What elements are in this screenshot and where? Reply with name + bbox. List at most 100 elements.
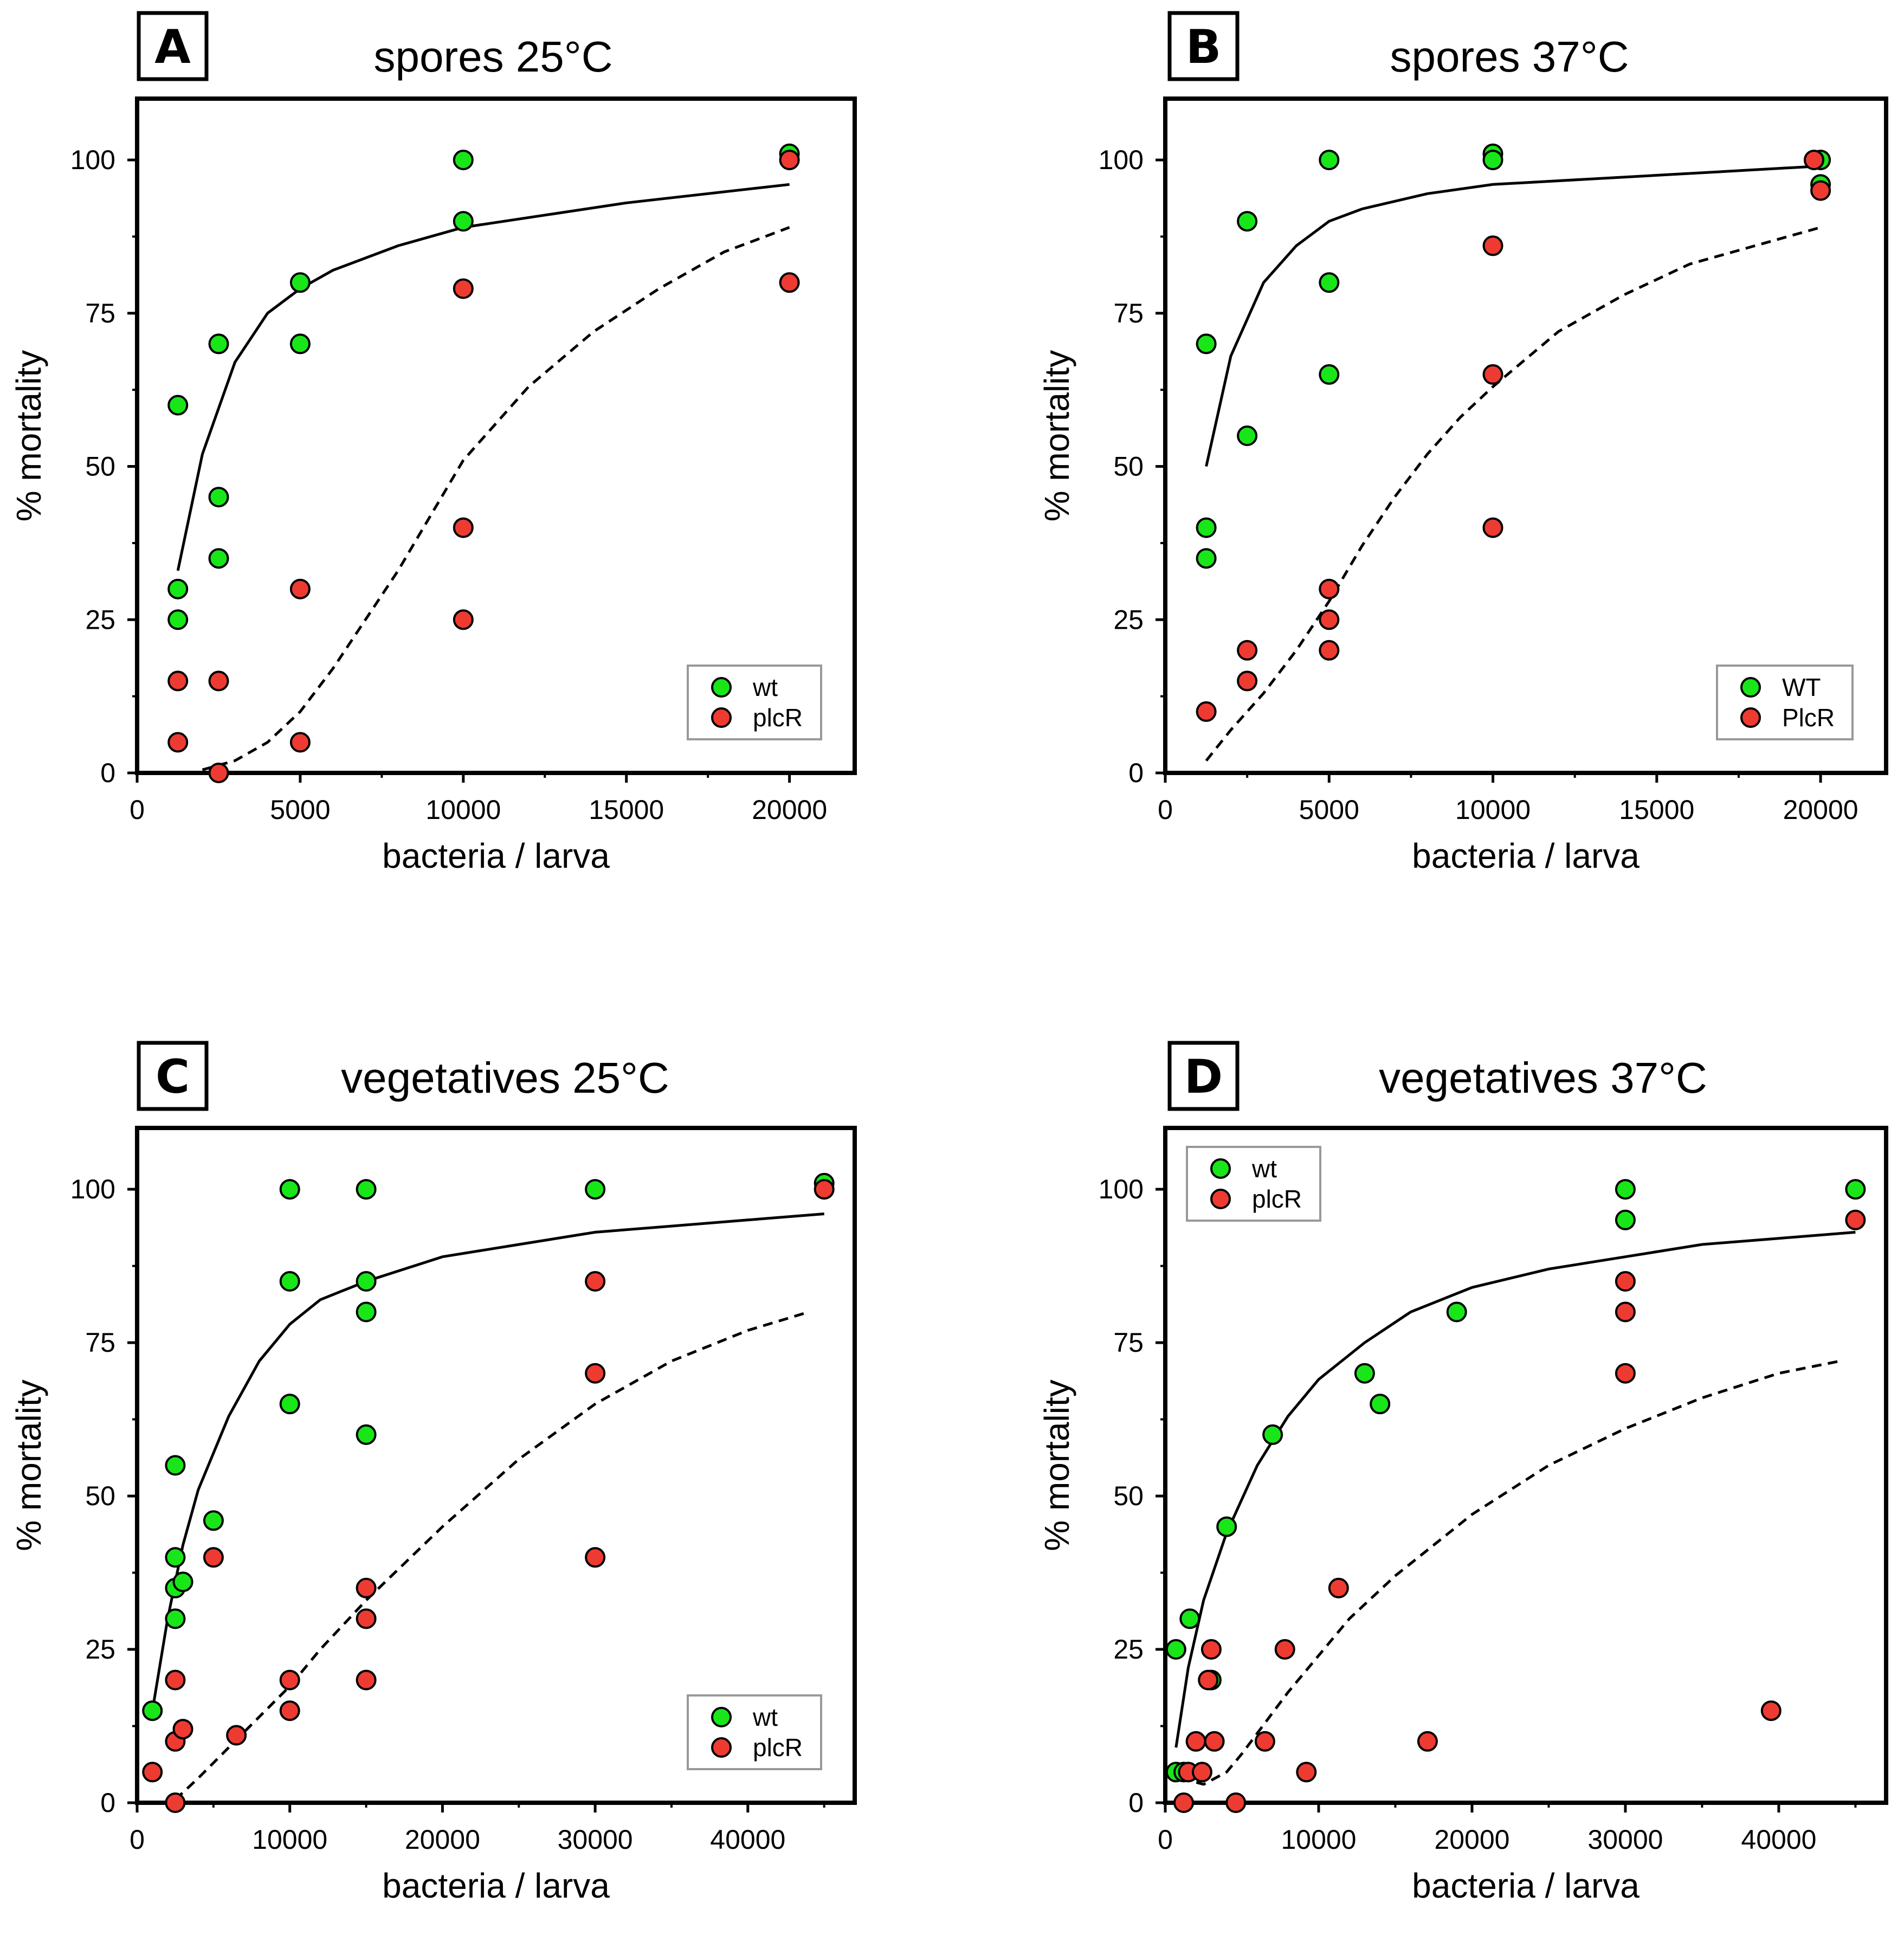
data-point-plcr (279, 1700, 300, 1721)
data-point-wt (1237, 425, 1258, 446)
x-tick-label: 0 (1158, 1824, 1173, 1855)
y-tick-label: 75 (1113, 1327, 1144, 1358)
x-tick-label: 5000 (1299, 795, 1359, 825)
data-point-plcr (453, 278, 474, 299)
data-point-plcr (165, 1669, 186, 1691)
y-tick-label: 100 (1099, 145, 1144, 175)
data-point-plcr (1319, 578, 1340, 599)
data-point-plcr (356, 1577, 377, 1598)
data-point-wt (1196, 517, 1217, 538)
legend-label-plcr: plcR (753, 1733, 803, 1762)
data-point-wt (1196, 333, 1217, 354)
x-tick-label: 15000 (589, 795, 664, 825)
x-tick-label: 30000 (1587, 1824, 1663, 1855)
data-point-wt (208, 487, 229, 508)
data-point-plcr (1615, 1271, 1636, 1292)
data-point-wt (289, 272, 311, 293)
fit-line-plcr (174, 1311, 810, 1801)
fit-line-wt (1174, 1230, 1856, 1748)
y-tick-label: 75 (1113, 298, 1144, 328)
legend-marker-wt (711, 677, 732, 698)
data-point-plcr (226, 1725, 247, 1746)
panel-letter: B (1186, 20, 1222, 74)
data-point-plcr (1319, 609, 1340, 630)
x-tick-label: 10000 (1455, 795, 1531, 825)
data-point-plcr (1760, 1700, 1782, 1721)
panel-letter: C (156, 1050, 190, 1104)
y-tick-label: 0 (100, 1788, 115, 1818)
data-point-plcr (1191, 1762, 1212, 1783)
y-axis-title: % mortality (1037, 1379, 1076, 1551)
data-point-wt (356, 1271, 377, 1292)
legend: wt plcR (687, 665, 822, 740)
data-point-plcr (1482, 517, 1503, 538)
plot-frame (135, 96, 857, 775)
data-point-wt (356, 1179, 377, 1200)
legend-box (1186, 1146, 1321, 1222)
data-point-wt (1319, 364, 1340, 385)
data-point-wt (1482, 150, 1503, 171)
data-point-wt (1615, 1209, 1636, 1230)
legend-marker-plcr (711, 1737, 732, 1758)
legend-label-wt: wt (752, 673, 778, 701)
data-point-plcr (289, 578, 311, 599)
legend-label-plcr: plcR (1252, 1185, 1302, 1213)
data-point-plcr (1173, 1792, 1194, 1813)
data-point-wt (1446, 1301, 1467, 1323)
data-point-wt (356, 1301, 377, 1323)
data-point-wt (453, 150, 474, 171)
data-point-wt (585, 1179, 606, 1200)
plot-frame (135, 1126, 857, 1805)
x-tick-label: 10000 (425, 795, 501, 825)
data-point-plcr (279, 1669, 300, 1691)
data-point-plcr (1615, 1363, 1636, 1384)
x-tick-label: 0 (1158, 795, 1173, 825)
legend: WT PlcR (1716, 665, 1854, 740)
y-tick-label: 50 (1113, 1481, 1144, 1511)
data-point-wt (1179, 1608, 1201, 1629)
data-point-plcr (1417, 1731, 1438, 1752)
x-tick-label: 10000 (252, 1824, 327, 1855)
data-point-plcr (1254, 1731, 1275, 1752)
fit-line-wt (1205, 164, 1821, 467)
legend-label-wt: WT (1782, 673, 1821, 701)
data-point-plcr (814, 1179, 835, 1200)
chart-title: vegetatives 37°C (1379, 1054, 1707, 1102)
data-point-wt (165, 1608, 186, 1629)
data-point-plcr (1810, 180, 1831, 201)
data-point-plcr (1204, 1731, 1225, 1752)
y-tick-label: 0 (1128, 758, 1144, 788)
data-point-wt (203, 1510, 224, 1531)
x-axis-title: bacteria / larva (382, 836, 610, 875)
legend-label-wt: wt (752, 1703, 778, 1731)
data-point-wt (172, 1571, 193, 1592)
data-point-plcr (1237, 640, 1258, 661)
y-tick-label: 100 (70, 145, 115, 175)
x-tick-label: 10000 (1281, 1824, 1356, 1855)
fit-line-wt (151, 1212, 824, 1711)
x-axis-title: bacteria / larva (1412, 1866, 1640, 1905)
data-point-plcr (585, 1363, 606, 1384)
legend-label-plcr: plcR (753, 704, 803, 732)
y-tick-label: 0 (100, 758, 115, 788)
y-tick-label: 50 (1113, 451, 1144, 482)
data-point-plcr (585, 1547, 606, 1568)
legend-label-wt: wt (1251, 1154, 1277, 1183)
data-point-wt (167, 609, 189, 630)
data-point-wt (167, 395, 189, 416)
x-tick-label: 40000 (1741, 1824, 1816, 1855)
legend-marker-plcr (1210, 1189, 1231, 1209)
data-point-plcr (167, 732, 189, 753)
data-point-plcr (1296, 1762, 1317, 1783)
data-point-wt (1262, 1424, 1283, 1445)
y-tick-label: 0 (1128, 1788, 1144, 1818)
legend-marker-wt (1740, 677, 1761, 698)
y-tick-label: 25 (85, 604, 115, 635)
x-tick-label: 20000 (752, 795, 827, 825)
data-point-wt (208, 333, 229, 354)
